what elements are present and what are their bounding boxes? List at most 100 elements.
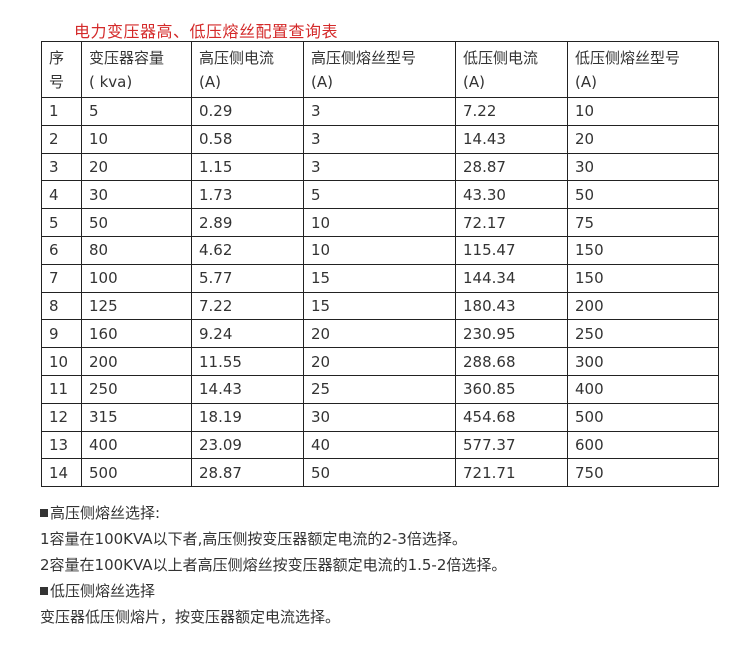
cell-low-fuse: 250: [567, 319, 719, 349]
cell-index: 6: [41, 235, 82, 265]
cell-capacity: 100: [81, 263, 192, 293]
cell-high-fuse: 3: [303, 124, 456, 154]
cell-capacity: 400: [81, 430, 192, 460]
cell-high-fuse: 5: [303, 180, 456, 210]
cell-high-fuse: 20: [303, 347, 456, 376]
high-voltage-rule-2: 2容量在100KVA以上者高压侧熔丝按变压器额定电流的1.5-2倍选择。: [40, 556, 507, 574]
fuse-config-table: 序 号 变压器容量 ( kva) 高压侧电流 (A) 高压侧熔丝型号 (A) 低…: [41, 41, 719, 488]
square-bullet-icon: [40, 587, 48, 595]
cell-low-fuse: 10: [567, 97, 719, 126]
cell-high-fuse: 25: [303, 374, 456, 404]
cell-low-fuse: 30: [567, 152, 719, 182]
table-row: 3 20 1.15 3 28.87 30: [41, 152, 719, 182]
cell-low-fuse: 20: [567, 124, 719, 154]
cell-high-fuse: 15: [303, 291, 456, 321]
cell-index: 13: [41, 430, 82, 460]
cell-index: 14: [41, 458, 82, 488]
cell-low-current: 144.34: [455, 263, 568, 293]
cell-capacity: 250: [81, 374, 192, 404]
cell-low-current: 721.71: [455, 458, 568, 488]
cell-capacity: 50: [81, 208, 192, 237]
cell-low-current: 43.30: [455, 180, 568, 210]
table-header-row: 序 号 变压器容量 ( kva) 高压侧电流 (A) 高压侧熔丝型号 (A) 低…: [41, 41, 719, 98]
table-row: 8 125 7.22 15 180.43 200: [41, 291, 719, 321]
cell-index: 1: [41, 97, 82, 126]
cell-index: 2: [41, 124, 82, 154]
table-row: 9 160 9.24 20 230.95 250: [41, 319, 719, 349]
cell-high-current: 2.89: [191, 208, 304, 237]
cell-low-current: 288.68: [455, 347, 568, 376]
cell-high-current: 18.19: [191, 402, 304, 432]
cell-high-fuse: 10: [303, 208, 456, 237]
cell-high-current: 0.58: [191, 124, 304, 154]
cell-high-current: 23.09: [191, 430, 304, 460]
cell-capacity: 10: [81, 124, 192, 154]
header-high-fuse: 高压侧熔丝型号 (A): [303, 41, 456, 98]
cell-index: 12: [41, 402, 82, 432]
table-row: 4 30 1.73 5 43.30 50: [41, 180, 719, 210]
cell-capacity: 160: [81, 319, 192, 349]
cell-low-current: 230.95: [455, 319, 568, 349]
cell-low-fuse: 750: [567, 458, 719, 488]
low-voltage-heading: 低压侧熔丝选择: [40, 578, 730, 604]
cell-index: 3: [41, 152, 82, 182]
cell-high-current: 4.62: [191, 235, 304, 265]
table-row: 12 315 18.19 30 454.68 500: [41, 402, 719, 432]
cell-low-current: 72.17: [455, 208, 568, 237]
notes-section: 高压侧熔丝选择: 1容量在100KVA以下者,高压侧按变压器额定电流的2-3倍选…: [40, 500, 730, 630]
cell-high-current: 9.24: [191, 319, 304, 349]
header-low-fuse: 低压侧熔丝型号 (A): [567, 41, 719, 98]
cell-high-fuse: 30: [303, 402, 456, 432]
cell-capacity: 20: [81, 152, 192, 182]
table-row: 2 10 0.58 3 14.43 20: [41, 124, 719, 154]
cell-high-fuse: 3: [303, 152, 456, 182]
cell-low-fuse: 75: [567, 208, 719, 237]
cell-high-current: 5.77: [191, 263, 304, 293]
cell-capacity: 5: [81, 97, 192, 126]
square-bullet-icon: [40, 509, 48, 517]
table-row: 10 200 11.55 20 288.68 300: [41, 347, 719, 376]
cell-capacity: 200: [81, 347, 192, 376]
cell-low-current: 577.37: [455, 430, 568, 460]
header-capacity: 变压器容量 ( kva): [81, 41, 192, 98]
cell-high-current: 11.55: [191, 347, 304, 376]
cell-capacity: 315: [81, 402, 192, 432]
cell-low-current: 14.43: [455, 124, 568, 154]
cell-low-fuse: 600: [567, 430, 719, 460]
high-voltage-rule-1: 1容量在100KVA以下者,高压侧按变压器额定电流的2-3倍选择。: [40, 530, 467, 548]
cell-index: 11: [41, 374, 82, 404]
table-title: 电力变压器高、低压熔丝配置查询表: [74, 22, 339, 41]
cell-index: 5: [41, 208, 82, 237]
cell-high-current: 1.73: [191, 180, 304, 210]
cell-capacity: 30: [81, 180, 192, 210]
cell-index: 4: [41, 180, 82, 210]
table-row: 1 5 0.29 3 7.22 10: [41, 97, 719, 126]
cell-high-fuse: 20: [303, 319, 456, 349]
header-index: 序 号: [41, 41, 82, 98]
cell-low-current: 180.43: [455, 291, 568, 321]
cell-index: 10: [41, 347, 82, 376]
cell-index: 7: [41, 263, 82, 293]
table-row: 14 500 28.87 50 721.71 750: [41, 458, 719, 488]
table-row: 13 400 23.09 40 577.37 600: [41, 430, 719, 460]
header-high-current: 高压侧电流 (A): [191, 41, 304, 98]
table-row: 5 50 2.89 10 72.17 75: [41, 208, 719, 237]
cell-high-fuse: 15: [303, 263, 456, 293]
cell-low-current: 7.22: [455, 97, 568, 126]
cell-low-current: 454.68: [455, 402, 568, 432]
low-voltage-rule: 变压器低压侧熔片，按变压器额定电流选择。: [40, 608, 341, 626]
table-row: 11 250 14.43 25 360.85 400: [41, 374, 719, 404]
cell-low-fuse: 50: [567, 180, 719, 210]
cell-low-fuse: 150: [567, 235, 719, 265]
cell-low-current: 360.85: [455, 374, 568, 404]
cell-low-fuse: 150: [567, 263, 719, 293]
cell-high-fuse: 40: [303, 430, 456, 460]
header-low-current: 低压侧电流 (A): [455, 41, 568, 98]
cell-high-current: 1.15: [191, 152, 304, 182]
cell-high-current: 0.29: [191, 97, 304, 126]
cell-low-fuse: 400: [567, 374, 719, 404]
table-row: 7 100 5.77 15 144.34 150: [41, 263, 719, 293]
cell-high-current: 7.22: [191, 291, 304, 321]
cell-high-fuse: 3: [303, 97, 456, 126]
cell-high-fuse: 10: [303, 235, 456, 265]
